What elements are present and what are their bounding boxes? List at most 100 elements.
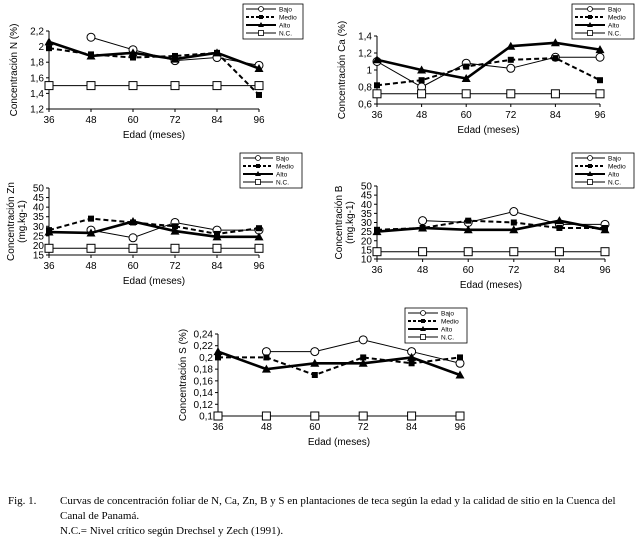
ca-series-nc-point [550, 89, 560, 99]
ca-x-tick-label: 48 [416, 110, 428, 121]
s-series-medio-point [215, 354, 221, 361]
ca-y-tick-label: 1,2 [358, 49, 372, 60]
s-series-alto-point [310, 358, 320, 367]
zn-y-tick-label: 25 [33, 231, 45, 242]
zn-series-alto-point [212, 232, 222, 241]
b-series-alto-point [554, 216, 564, 225]
n-x-tick-label: 36 [43, 115, 55, 126]
b-legend-bajo-marker [587, 155, 593, 161]
zn-y-tick-label: 50 [33, 184, 45, 195]
n-legend-bajo-marker [258, 6, 264, 12]
n-x-tick-label: 84 [211, 115, 223, 126]
b-series-alto-point [372, 227, 382, 236]
b-y-tick-label: 45 [361, 191, 373, 202]
s-x-tick-label: 36 [212, 422, 224, 433]
n-x-tick-label: 96 [253, 115, 265, 126]
b-legend-nc-label: N.C. [608, 180, 621, 187]
zn-legend-medio-marker [256, 164, 260, 168]
s-series-bajo-point [261, 347, 271, 357]
caption-body: Curvas de concentración foliar de N, Ca,… [60, 494, 640, 539]
zn-series-nc-point [254, 243, 264, 253]
zn-series-alto-point [86, 228, 96, 237]
ca-series-alto-point [461, 74, 471, 82]
b-x-tick-label: 60 [463, 265, 475, 276]
zn-x-tick-label: 60 [127, 261, 139, 272]
ca-x-tick-label: 84 [550, 110, 562, 121]
zn-legend-nc-label: N.C. [276, 180, 289, 187]
b-x-tick-label: 72 [508, 265, 520, 276]
n-legend-nc-label: N.C. [279, 31, 292, 38]
zn-legend-bajo-marker [255, 155, 261, 161]
n-y-tick-label: 1,6 [30, 73, 44, 84]
s-x-tick-label: 48 [261, 422, 273, 433]
ca-series-alto-line [376, 41, 601, 80]
ca-series-medio-point [418, 77, 425, 84]
b-legend-alto-label: Alto [608, 172, 620, 179]
s-series-alto-point [213, 347, 223, 356]
zn-x-tick-label: 36 [43, 261, 55, 272]
n-y-tick-label: 2 [38, 42, 44, 53]
b-series-nc-point [372, 247, 382, 257]
zn-legend-alto-marker [255, 171, 261, 176]
ca-x-tick-label: 96 [594, 110, 606, 121]
ca-series-medio-point [463, 63, 470, 70]
n-series-nc-point [86, 81, 96, 91]
ca-series-nc-point [417, 89, 427, 99]
zn-y-tick-label: 40 [33, 203, 45, 214]
n-series-alto-point [212, 48, 222, 57]
s-series-alto-line [217, 350, 461, 377]
s-series-nc-point [455, 411, 465, 421]
s-legend-alto-marker [420, 326, 426, 331]
n-legend-alto-marker [258, 22, 264, 27]
b-y-tick-label: 25 [361, 227, 373, 238]
s-y-tick-label: 0,2 [199, 353, 213, 364]
zn-legend-medio-label: Medio [276, 164, 294, 171]
charts-canvas: 1,2 1,4 1,6 1,8 2 2,2 36 48 60 72 84 96 Edad (meses)… [6, 3, 635, 448]
s-y-axis-label: Concentración S (%) [178, 329, 189, 421]
zn-series-nc-point [128, 243, 138, 253]
ca-legend-alto-marker [587, 22, 593, 27]
zn-series-nc-point [170, 243, 180, 253]
s-y-tick-label: 0,16 [194, 376, 214, 387]
ca-series-nc-point [372, 89, 382, 99]
chart-n: 1,2 1,4 1,6 1,8 2 2,2 36 48 60 72 84 96 Edad (meses)… [9, 3, 304, 141]
ca-legend-alto-label: Alto [608, 23, 620, 30]
b-series-bajo-point [509, 207, 519, 217]
s-series-medio-line [218, 356, 461, 377]
s-series-medio-point [311, 372, 318, 378]
b-legend-alto-marker [587, 171, 593, 176]
s-y-tick-label: 0,1 [199, 412, 213, 423]
zn-series-alto-point [170, 226, 180, 235]
b-x-tick-label: 36 [371, 265, 383, 276]
ca-legend-medio-marker [588, 15, 592, 19]
b-series-nc-point [554, 247, 564, 257]
s-y-tick-label: 0,14 [194, 388, 214, 399]
n-x-tick-label: 60 [127, 115, 139, 126]
n-series-bajo-point [86, 32, 96, 42]
s-x-tick-label: 72 [358, 422, 370, 433]
zn-series-nc-point [212, 243, 222, 253]
ca-series-medio-point [597, 77, 603, 84]
ca-series-bajo-point [506, 63, 516, 73]
s-y-tick-label: 0,24 [194, 330, 214, 341]
s-series-medio-point [360, 354, 367, 361]
n-series-alto-point [170, 54, 180, 63]
b-x-tick-label: 96 [599, 265, 611, 276]
zn-series-medio-point [172, 223, 178, 230]
s-series-medio-point [263, 354, 270, 361]
b-y-tick-label: 35 [361, 209, 373, 220]
b-series-alto-point [463, 225, 473, 234]
n-x-axis-label: Edad (meses) [123, 130, 185, 141]
b-y-axis-unit: (mg.kg-1) [345, 201, 356, 244]
n-series-alto-point [44, 37, 54, 46]
s-series-alto-point [358, 358, 368, 367]
s-y-tick-label: 0,12 [194, 400, 214, 411]
n-series-medio-point [256, 91, 262, 98]
b-y-tick-label: 30 [361, 218, 373, 229]
zn-y-tick-label: 20 [33, 241, 45, 252]
zn-legend-alto-label: Alto [276, 172, 288, 179]
